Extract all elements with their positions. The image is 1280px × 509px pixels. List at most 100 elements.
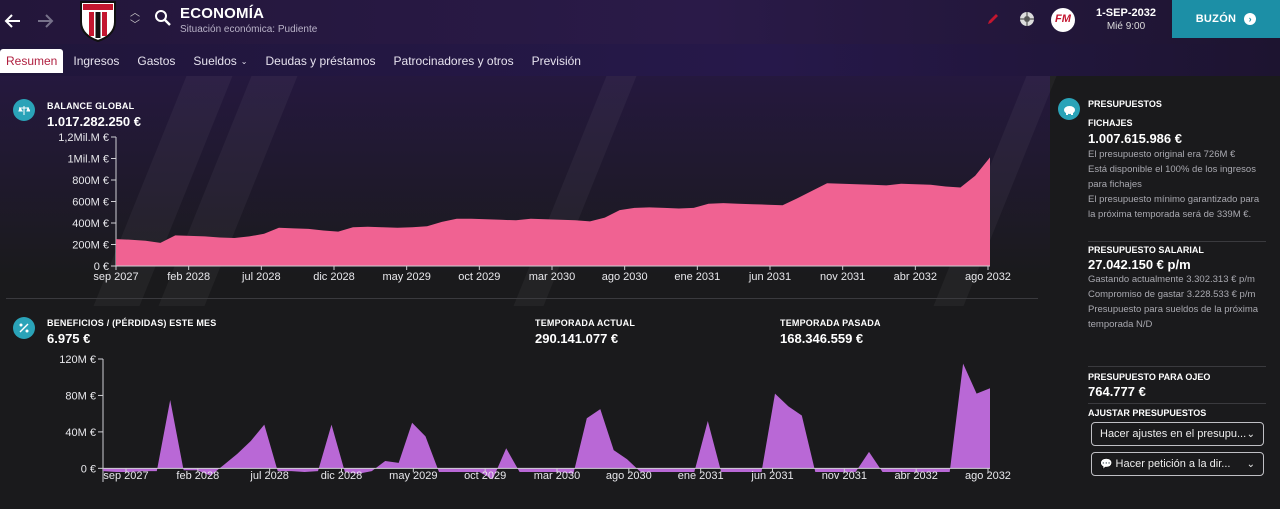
- profit-point[interactable]: [423, 433, 429, 439]
- profit-point[interactable]: [745, 469, 751, 475]
- balance-point[interactable]: [557, 217, 563, 223]
- balance-point[interactable]: [157, 240, 163, 246]
- balance-point[interactable]: [261, 231, 267, 237]
- profit-point[interactable]: [449, 469, 455, 475]
- balance-point[interactable]: [232, 235, 238, 241]
- profit-point[interactable]: [503, 445, 509, 451]
- balance-point[interactable]: [291, 225, 297, 231]
- balance-point[interactable]: [765, 202, 771, 208]
- forward-button[interactable]: [32, 8, 58, 34]
- balance-point[interactable]: [335, 229, 341, 235]
- balance-point[interactable]: [943, 184, 949, 190]
- balance-point[interactable]: [750, 201, 756, 207]
- balance-point[interactable]: [957, 185, 963, 191]
- balance-point[interactable]: [365, 224, 371, 230]
- balance-point[interactable]: [483, 216, 489, 222]
- balance-point[interactable]: [498, 217, 504, 223]
- profit-point[interactable]: [597, 406, 603, 412]
- balance-point[interactable]: [395, 225, 401, 231]
- balance-point[interactable]: [661, 205, 667, 211]
- profit-point[interactable]: [409, 420, 415, 426]
- balance-point[interactable]: [602, 215, 608, 221]
- back-button[interactable]: [0, 8, 26, 34]
- balance-point[interactable]: [113, 236, 119, 242]
- balance-point[interactable]: [409, 224, 415, 230]
- balance-point[interactable]: [276, 225, 282, 231]
- balance-point[interactable]: [869, 182, 875, 188]
- profit-point[interactable]: [880, 469, 886, 475]
- profit-point[interactable]: [288, 468, 294, 474]
- balance-point[interactable]: [987, 154, 993, 160]
- profit-point[interactable]: [221, 462, 227, 468]
- balance-point[interactable]: [513, 217, 519, 223]
- club-crest[interactable]: [78, 0, 118, 43]
- balance-point[interactable]: [854, 181, 860, 187]
- manager-button[interactable]: [1018, 10, 1036, 33]
- club-switcher[interactable]: ︿ ﹀: [128, 8, 142, 32]
- profit-point[interactable]: [329, 422, 335, 428]
- balance-point[interactable]: [972, 173, 978, 179]
- balance-point[interactable]: [883, 182, 889, 188]
- balance-point[interactable]: [706, 201, 712, 207]
- tab-patrocinadores[interactable]: Patrocinadores y otros: [386, 49, 522, 73]
- balance-point[interactable]: [735, 201, 741, 207]
- balance-point[interactable]: [794, 195, 800, 201]
- balance-point[interactable]: [202, 233, 208, 239]
- profit-point[interactable]: [974, 391, 980, 397]
- tab-resumen[interactable]: Resumen: [0, 49, 64, 73]
- tab-deudas[interactable]: Deudas y préstamos: [257, 49, 383, 73]
- tab-sueldos[interactable]: Sueldos ⌄: [185, 49, 255, 73]
- profit-point[interactable]: [369, 468, 375, 474]
- profit-point[interactable]: [584, 415, 590, 421]
- balance-point[interactable]: [543, 216, 549, 222]
- balance-point[interactable]: [217, 235, 223, 241]
- profit-point[interactable]: [302, 469, 308, 475]
- edit-button[interactable]: [986, 12, 1000, 31]
- profit-point[interactable]: [651, 469, 657, 475]
- balance-point[interactable]: [320, 228, 326, 234]
- balance-point[interactable]: [587, 218, 593, 224]
- profit-point[interactable]: [960, 361, 966, 367]
- balance-point[interactable]: [572, 217, 578, 223]
- profit-point[interactable]: [611, 447, 617, 453]
- profit-point[interactable]: [812, 469, 818, 475]
- balance-point[interactable]: [306, 226, 312, 232]
- balance-point[interactable]: [350, 224, 356, 230]
- balance-point[interactable]: [928, 182, 934, 188]
- balance-point[interactable]: [898, 181, 904, 187]
- board-request-dropdown[interactable]: 💬 Hacer petición a la dir... ⌄: [1091, 452, 1264, 476]
- tab-ingresos[interactable]: Ingresos: [65, 49, 127, 73]
- tab-prevision[interactable]: Previsión: [524, 49, 589, 73]
- profit-point[interactable]: [396, 460, 402, 466]
- profit-point[interactable]: [154, 468, 160, 474]
- balance-point[interactable]: [439, 219, 445, 225]
- inbox-button[interactable]: BUZÓN ›: [1172, 0, 1280, 38]
- balance-point[interactable]: [128, 237, 134, 243]
- balance-point[interactable]: [454, 216, 460, 222]
- profit-point[interactable]: [947, 469, 953, 475]
- balance-point[interactable]: [691, 205, 697, 211]
- profit-point[interactable]: [665, 469, 671, 475]
- search-button[interactable]: [154, 9, 172, 27]
- profit-point[interactable]: [866, 449, 872, 455]
- profit-point[interactable]: [248, 438, 254, 444]
- profit-point[interactable]: [382, 458, 388, 464]
- balance-point[interactable]: [720, 200, 726, 206]
- adjust-budgets-dropdown[interactable]: Hacer ajustes en el presupu... ⌄: [1091, 422, 1264, 446]
- profit-point[interactable]: [705, 418, 711, 424]
- profit-point[interactable]: [732, 469, 738, 475]
- balance-point[interactable]: [646, 204, 652, 210]
- balance-point[interactable]: [528, 216, 534, 222]
- balance-point[interactable]: [809, 188, 815, 194]
- balance-point[interactable]: [246, 233, 252, 239]
- balance-point[interactable]: [187, 233, 193, 239]
- profit-point[interactable]: [234, 451, 240, 457]
- balance-point[interactable]: [469, 216, 475, 222]
- balance-point[interactable]: [617, 207, 623, 213]
- balance-point[interactable]: [839, 181, 845, 187]
- profit-point[interactable]: [987, 385, 993, 391]
- profit-point[interactable]: [799, 413, 805, 419]
- balance-point[interactable]: [676, 206, 682, 212]
- balance-point[interactable]: [380, 224, 386, 230]
- balance-point[interactable]: [780, 202, 786, 208]
